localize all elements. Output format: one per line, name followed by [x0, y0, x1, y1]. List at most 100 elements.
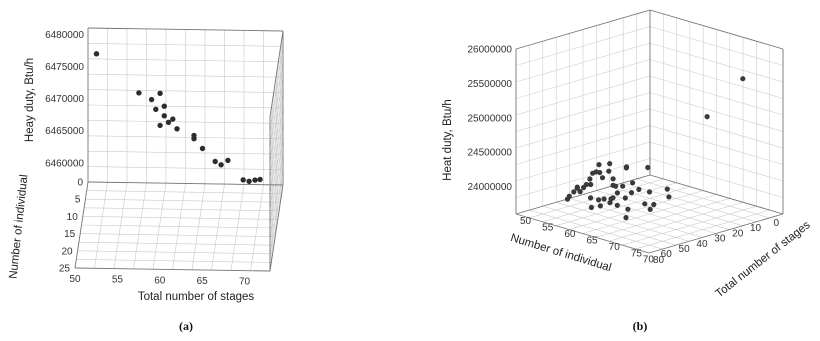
y-tick-label: 20: [61, 246, 73, 257]
x-tick-label: 60: [154, 275, 166, 286]
data-point: [174, 126, 180, 132]
z-tick-label: 24500000: [468, 148, 513, 159]
data-point: [148, 96, 155, 103]
data-point: [240, 177, 246, 183]
gridline: [542, 205, 676, 246]
gridline: [76, 259, 272, 263]
y-tick-label: 75: [631, 249, 643, 260]
data-point: [606, 168, 612, 174]
data-point: [614, 202, 620, 208]
data-point: [161, 113, 167, 119]
gridline: [230, 184, 245, 271]
data-point: [212, 158, 218, 165]
gridline: [80, 233, 276, 237]
gridline: [649, 26, 784, 66]
axis-edge: [87, 27, 284, 32]
data-point: [646, 189, 653, 195]
data-point: [161, 103, 167, 109]
data-point: [620, 183, 626, 189]
data-point: [588, 181, 594, 188]
data-point: [607, 161, 613, 167]
data-point: [566, 193, 572, 199]
axis-edge: [74, 267, 271, 272]
data-point: [596, 197, 602, 203]
gridline: [87, 104, 284, 109]
gridline: [529, 209, 663, 250]
gridline: [515, 59, 651, 99]
data-point: [610, 176, 616, 182]
axis-edge: [515, 174, 651, 215]
data-point: [623, 165, 630, 171]
z-axis-label: Heat duty, Btu/h: [442, 99, 454, 181]
z-tick-label: 24000000: [468, 182, 513, 193]
z-tick-label: 6480000: [45, 30, 84, 41]
data-point: [704, 114, 710, 120]
z-tick-label: 25500000: [468, 79, 513, 90]
data-point: [588, 195, 594, 201]
data-point: [636, 186, 642, 192]
gridline: [556, 202, 690, 242]
y-tick-label: 0: [77, 178, 83, 189]
z-tick-label: 26000000: [468, 45, 513, 56]
x-axis-label: Total number of stages: [138, 291, 255, 303]
gridline: [515, 92, 651, 132]
gridline: [649, 75, 784, 116]
data-point: [191, 136, 197, 142]
data-point: [588, 204, 595, 211]
data-point: [574, 185, 580, 191]
data-point: [622, 195, 628, 201]
x-tick-label: 70: [643, 254, 655, 265]
data-point: [581, 184, 587, 191]
x-tick-label: 55: [112, 275, 124, 286]
y-tick-label: 65: [587, 236, 599, 247]
x-tick-label: 30: [714, 234, 726, 245]
x-tick-label: 50: [69, 274, 81, 285]
data-point: [153, 106, 159, 113]
data-point: [157, 122, 163, 129]
y-tick-label: 60: [564, 229, 576, 240]
data-point: [225, 157, 231, 164]
gridline: [250, 184, 264, 271]
data-point: [625, 206, 631, 212]
axis-edge: [649, 9, 784, 50]
gridline: [211, 184, 225, 271]
data-point: [218, 162, 224, 168]
data-point: [664, 186, 670, 192]
gridline: [191, 183, 206, 270]
gridline: [269, 107, 284, 195]
y-tick-label: 15: [64, 229, 76, 240]
x-tick-label: 50: [679, 244, 691, 255]
z-tick-label: 25000000: [468, 113, 513, 124]
gridline: [269, 46, 284, 133]
axis-edge: [515, 213, 650, 254]
data-point: [587, 176, 593, 182]
data-point: [613, 183, 619, 189]
gridline: [78, 241, 274, 246]
data-point: [165, 119, 172, 126]
data-point: [614, 190, 621, 196]
data-point: [601, 196, 607, 202]
data-point: [630, 180, 636, 186]
panel-b-chart: 24000000 24500000 25000000 25500000 26000000…: [442, 9, 813, 333]
data-point: [157, 90, 163, 97]
gridline: [582, 194, 717, 234]
gridline: [515, 42, 651, 83]
axis-edge: [648, 213, 784, 254]
x-tick-label: 70: [239, 277, 251, 288]
axis-edge: [74, 181, 89, 269]
y-tick-label: 5: [75, 195, 81, 206]
data-point: [136, 90, 142, 96]
x-tick-label: 20: [732, 228, 744, 239]
data-point: [597, 169, 603, 176]
axis-edge: [515, 9, 651, 50]
gridline: [569, 198, 703, 238]
axis-edge: [269, 184, 284, 272]
gridline: [269, 92, 284, 179]
data-point: [571, 189, 577, 195]
gridline: [622, 205, 757, 246]
data-point: [93, 51, 100, 57]
z-tick-label: 6470000: [45, 94, 84, 105]
data-point: [610, 195, 616, 201]
data-point: [645, 164, 651, 171]
data-point: [199, 145, 206, 152]
